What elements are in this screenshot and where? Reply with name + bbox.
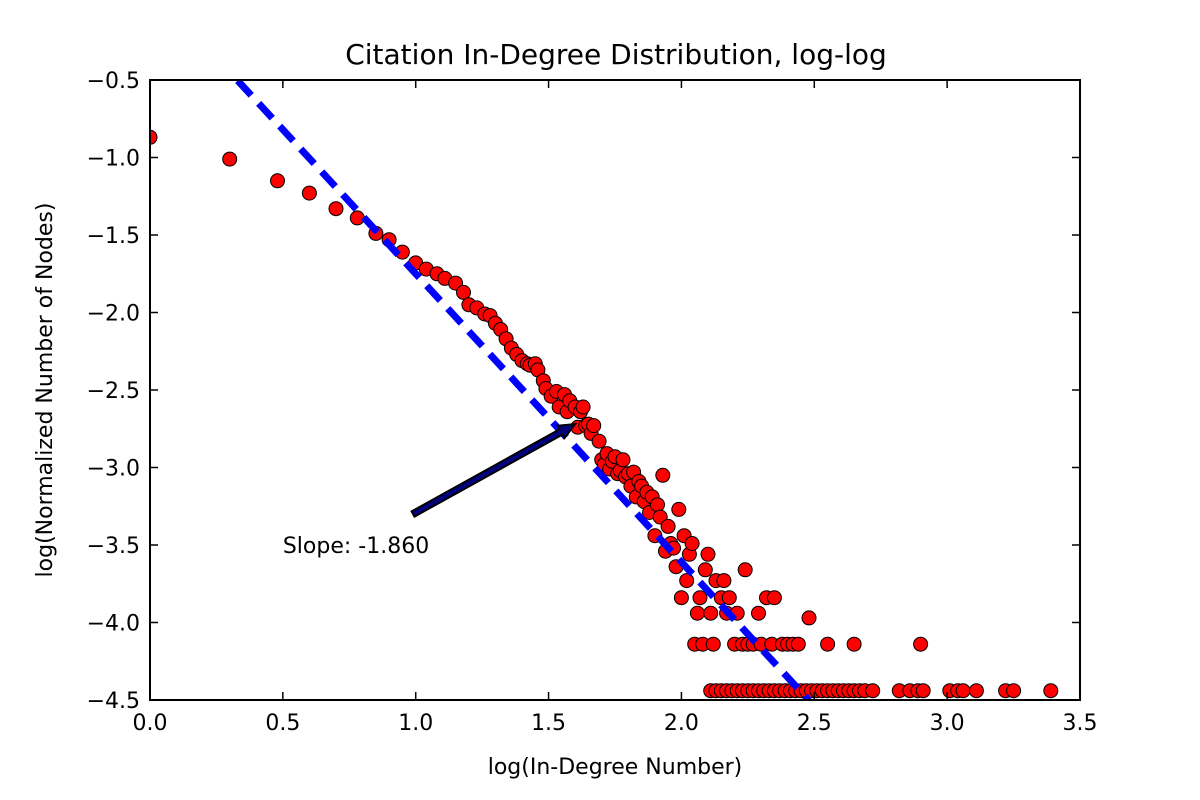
y-tick-label: −2.5 (87, 379, 140, 404)
data-point (679, 573, 695, 589)
data-point (700, 546, 716, 562)
annotation-arrow (410, 422, 578, 518)
y-axis-label: log(Normalized Number of Nodes) (33, 203, 58, 578)
x-tick-label: 2.0 (664, 711, 699, 736)
y-tick-label: −2.0 (87, 302, 140, 327)
data-point (703, 605, 719, 621)
data-point (586, 418, 602, 434)
data-point (328, 201, 344, 217)
data-point (955, 683, 971, 699)
data-point (650, 497, 665, 513)
y-tick-label: −3.5 (87, 534, 140, 559)
data-point (1006, 683, 1022, 699)
data-point (865, 683, 881, 699)
data-point (655, 467, 671, 483)
data-point (575, 399, 591, 415)
data-point (790, 636, 806, 652)
data-point (716, 573, 732, 589)
annotation-layer: Slope: -1.860 (283, 422, 578, 559)
y-tick-label: −0.5 (87, 69, 140, 94)
data-point (913, 636, 929, 652)
data-point (692, 590, 708, 606)
data-point (705, 636, 721, 652)
chart-title: Citation In-Degree Distribution, log-log (345, 38, 887, 71)
x-tick-label: 3.0 (930, 711, 965, 736)
data-point (349, 210, 365, 226)
scatter-points (150, 129, 1059, 699)
x-tick-label: 1.0 (398, 711, 433, 736)
x-tick-label: 0.0 (133, 711, 168, 736)
x-tick-label: 2.5 (797, 711, 832, 736)
x-tick-label: 1.5 (531, 711, 566, 736)
data-point (801, 610, 817, 626)
y-tick-label: −4.0 (87, 612, 140, 637)
data-point (1043, 683, 1059, 699)
fit-line (235, 80, 812, 700)
x-tick-label: 0.5 (265, 711, 300, 736)
data-point (968, 683, 984, 699)
data-point (660, 518, 676, 534)
data-point (697, 562, 713, 578)
y-tick-label: −1.0 (87, 147, 140, 172)
axis-ticks: 0.0 0.5 1.0 1.5 2.0 2.5 3.0 3.5 −0.5 −1.0 −1.5 −2.0… (87, 69, 1098, 736)
data-point (673, 590, 689, 606)
y-tick-label: −3.0 (87, 457, 140, 482)
data-point (615, 452, 631, 468)
x-tick-label: 3.5 (1063, 711, 1098, 736)
data-point (150, 129, 158, 145)
data-point (301, 185, 317, 201)
y-tick-label: −1.5 (87, 224, 140, 249)
data-point (591, 433, 607, 449)
data-point (820, 636, 836, 652)
y-tick-label: −4.5 (87, 689, 140, 714)
data-point (456, 284, 471, 300)
data-point (721, 590, 737, 606)
data-point (846, 636, 862, 652)
data-point (671, 501, 687, 517)
data-point (684, 536, 700, 551)
data-point (689, 605, 705, 621)
annotation-label: Slope: -1.860 (283, 534, 429, 559)
fit-line-layer (235, 80, 812, 700)
data-point (270, 173, 285, 189)
data-point (737, 562, 753, 578)
data-point (751, 605, 766, 621)
data-point (222, 151, 238, 167)
x-axis-label: log(In-Degree Number) (488, 755, 743, 780)
data-point (915, 683, 931, 699)
data-point (766, 590, 782, 606)
